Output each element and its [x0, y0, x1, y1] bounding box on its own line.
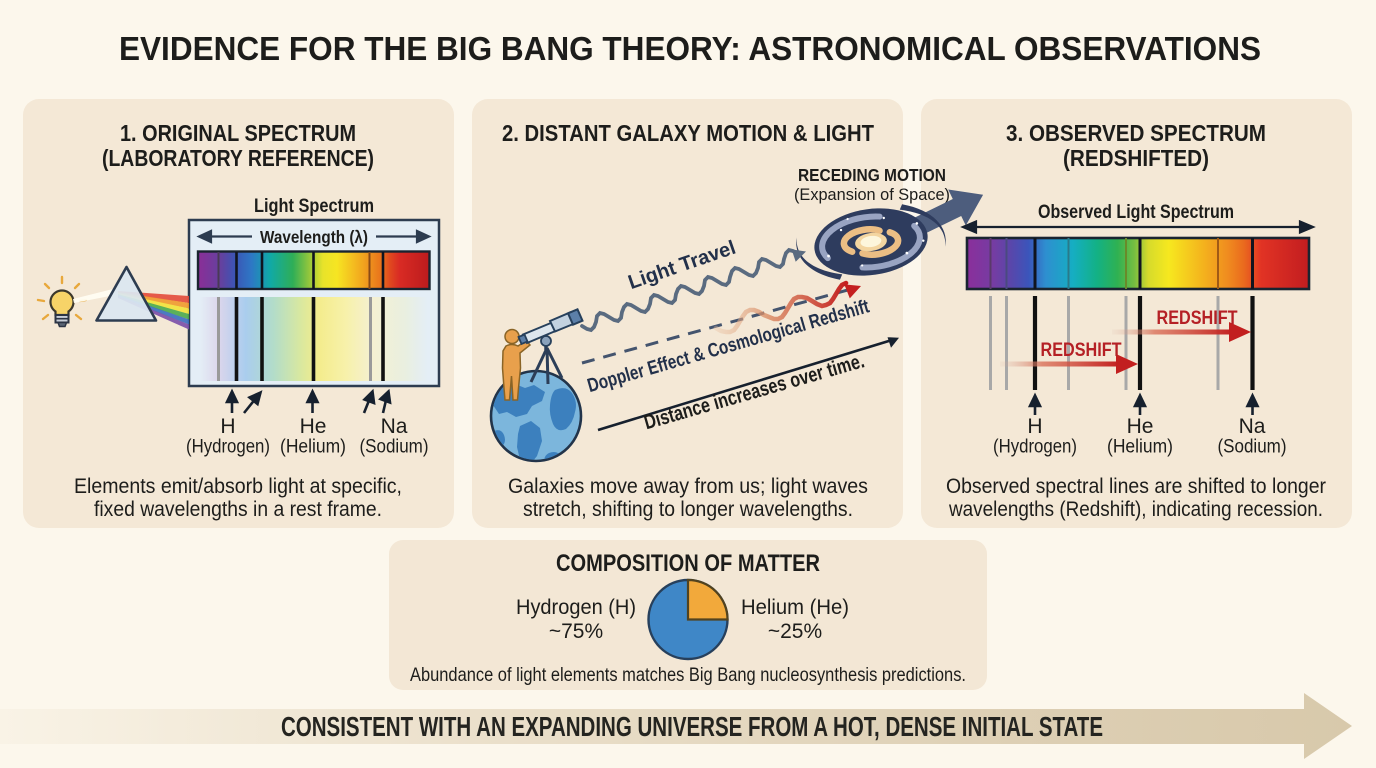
svg-text:REDSHIFT: REDSHIFT: [1041, 340, 1122, 361]
svg-text:Observed Light Spectrum: Observed Light Spectrum: [1038, 201, 1234, 223]
svg-text:EVIDENCE FOR THE BIG BANG THEO: EVIDENCE FOR THE BIG BANG THEORY: ASTRON…: [119, 30, 1261, 67]
svg-text:1. ORIGINAL SPECTRUM: 1. ORIGINAL SPECTRUM: [120, 120, 356, 146]
svg-text:REDSHIFT: REDSHIFT: [1157, 308, 1238, 329]
svg-text:Wavelength (λ): Wavelength (λ): [260, 227, 368, 247]
svg-text:(Sodium): (Sodium): [1218, 436, 1287, 458]
svg-text:CONSISTENT WITH AN EXPANDING U: CONSISTENT WITH AN EXPANDING UNIVERSE FR…: [281, 711, 1103, 742]
svg-text:Observed spectral lines are sh: Observed spectral lines are shifted to l…: [946, 475, 1326, 498]
svg-text:Hydrogen (H): Hydrogen (H): [516, 596, 636, 619]
svg-text:~25%: ~25%: [768, 620, 822, 643]
svg-text:Galaxies move away from us; li: Galaxies move away from us; light waves: [508, 475, 868, 498]
svg-text:(Expansion of Space): (Expansion of Space): [794, 185, 950, 204]
svg-text:RECEDING MOTION: RECEDING MOTION: [798, 165, 946, 185]
svg-text:3. OBSERVED SPECTRUM: 3. OBSERVED SPECTRUM: [1006, 120, 1266, 146]
svg-text:~75%: ~75%: [549, 620, 603, 643]
svg-text:(Sodium): (Sodium): [360, 436, 429, 458]
svg-text:Helium (He): Helium (He): [741, 596, 849, 619]
svg-text:He: He: [1127, 415, 1154, 438]
svg-text:fixed wavelengths in a rest fr: fixed wavelengths in a rest frame.: [94, 498, 382, 521]
svg-text:He: He: [300, 415, 327, 438]
svg-text:wavelengths (Redshift), indica: wavelengths (Redshift), indicating reces…: [948, 498, 1323, 521]
svg-text:Na: Na: [1239, 415, 1266, 438]
svg-text:H: H: [220, 415, 235, 438]
svg-text:COMPOSITION OF MATTER: COMPOSITION OF MATTER: [556, 550, 820, 577]
svg-text:Light Spectrum: Light Spectrum: [254, 195, 374, 217]
svg-text:Elements emit/absorb light at: Elements emit/absorb light at specific,: [74, 475, 402, 498]
svg-text:(REDSHIFTED): (REDSHIFTED): [1063, 145, 1209, 171]
svg-text:(LABORATORY REFERENCE): (LABORATORY REFERENCE): [102, 145, 374, 171]
svg-text:(Helium): (Helium): [280, 436, 346, 458]
svg-text:(Helium): (Helium): [1107, 436, 1173, 458]
svg-text:Na: Na: [381, 415, 408, 438]
svg-text:(Hydrogen): (Hydrogen): [993, 436, 1077, 458]
svg-text:(Hydrogen): (Hydrogen): [186, 436, 270, 458]
svg-text:Abundance of light elements ma: Abundance of light elements matches Big …: [410, 664, 966, 686]
svg-text:2. DISTANT GALAXY MOTION & LIG: 2. DISTANT GALAXY MOTION & LIGHT: [502, 120, 875, 146]
svg-text:stretch, shifting to longer wa: stretch, shifting to longer wavelengths.: [523, 498, 853, 521]
svg-text:H: H: [1027, 415, 1042, 438]
